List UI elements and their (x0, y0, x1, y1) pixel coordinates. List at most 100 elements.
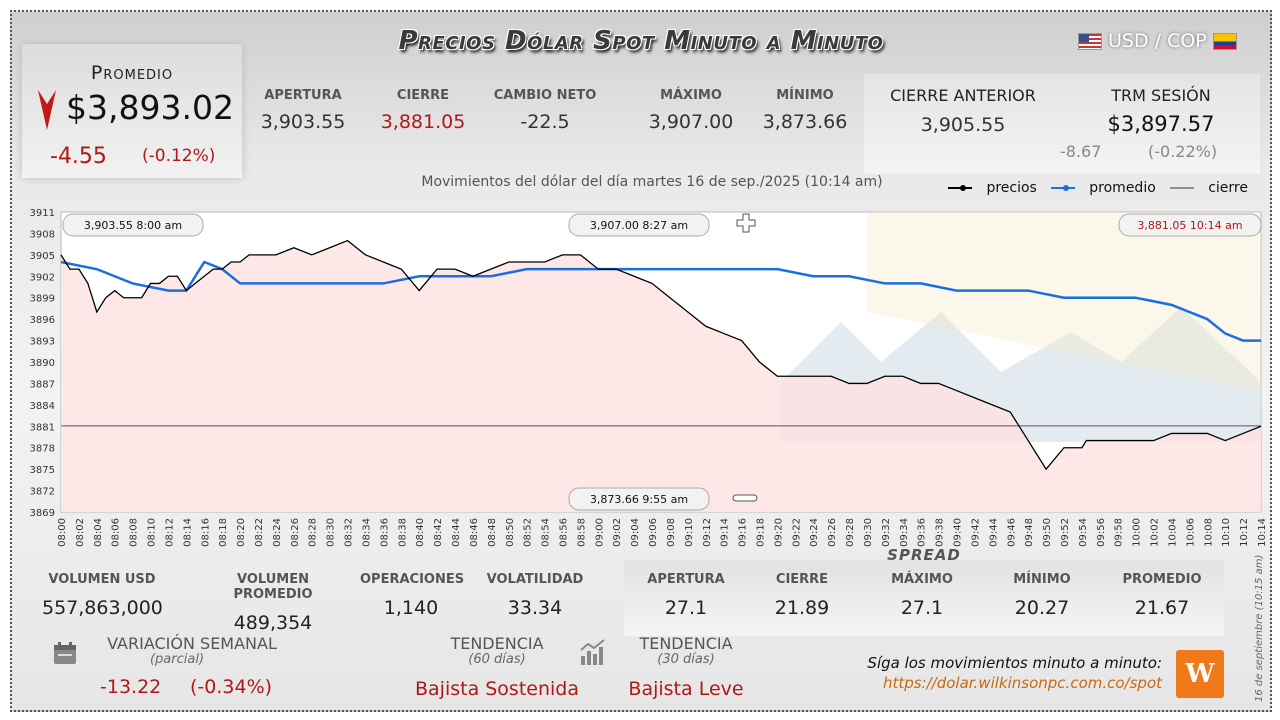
stat-label: CIERRE (396, 88, 450, 103)
x-tick-label: 08:06 (111, 518, 122, 547)
annotation-label: 3,903.55 8:00 am (84, 219, 182, 232)
spread-label: MÁXIMO (891, 572, 953, 587)
x-tick-label: 09:14 (720, 518, 731, 547)
chart-title: Movimientos del dólar del día martes 16 … (421, 174, 883, 190)
x-tick-label: 08:34 (361, 518, 372, 547)
volume-label: VOLUMEN PROMEDIO (233, 572, 313, 602)
x-tick-label: 09:50 (1042, 518, 1053, 547)
stat-2: CAMBIO NETO -22.5 (482, 88, 608, 133)
x-tick-label: 08:26 (290, 518, 301, 547)
y-tick-label: 3872 (30, 487, 55, 498)
annotation-box (568, 213, 710, 237)
spread-title: SPREAD (887, 546, 961, 564)
weekly-pct: (-0.34%) (190, 676, 273, 698)
stat-label: APERTURA (264, 88, 342, 103)
legend-cierre: cierre (1208, 180, 1248, 196)
volume-stat-0: VOLUMEN USD 557,863,000 (42, 572, 163, 619)
x-tick-label: 08:50 (505, 518, 516, 547)
y-tick-label: 3890 (30, 358, 55, 369)
x-tick-label: 09:28 (845, 518, 856, 547)
x-tick-label: 08:32 (344, 518, 355, 547)
previous-close-label: CIERRE ANTERIOR (890, 86, 1036, 105)
x-tick-label: 09:48 (1024, 518, 1035, 547)
spread-box: SPREAD (624, 546, 1224, 636)
weekly-sub: (parcial) (149, 652, 205, 667)
y-tick-label: 3893 (30, 337, 55, 348)
x-tick-label: 08:18 (218, 518, 229, 547)
price-chart: 3911 3908 3905 3902 3899 3896 3893 3890 3887 3884… (30, 208, 1268, 547)
trend60-value: Bajista Sostenida (414, 678, 579, 700)
us-flag-icon (1078, 32, 1102, 50)
x-tick-label: 08:04 (93, 518, 104, 547)
spread-value: 20.27 (1014, 597, 1070, 619)
spread-item-2: MÁXIMO 27.1 (872, 572, 972, 619)
x-tick-label: 08:20 (236, 518, 247, 547)
x-tick-label: 09:52 (1060, 518, 1071, 547)
x-tick-label: 08:48 (487, 518, 498, 547)
page-title: Precios Dólar Spot Minuto a Minuto (398, 26, 884, 56)
weekly-value: -13.22 (100, 676, 162, 698)
volume-value: 489,354 (233, 612, 313, 634)
wilkinson-logo[interactable]: W (1176, 650, 1224, 698)
x-tick-label: 08:42 (433, 518, 444, 547)
spread-label: APERTURA (647, 572, 725, 587)
y-tick-label: 3887 (30, 379, 55, 390)
legend-cierre-swatch (1169, 187, 1195, 189)
x-tick-label: 09:02 (612, 518, 623, 547)
pair-label: USD / COP (1108, 30, 1207, 52)
legend-promedio: promedio (1089, 180, 1156, 196)
average-change-pct: (-0.12%) (142, 146, 216, 166)
spread-value: 21.67 (1134, 597, 1190, 619)
x-tick-label: 08:12 (164, 518, 175, 547)
x-tick-label: 08:16 (200, 518, 211, 547)
x-tick-label: 09:58 (1114, 518, 1125, 547)
x-tick-label: 08:36 (379, 518, 390, 547)
average-line (60, 260, 1261, 342)
x-tick-label: 10:08 (1203, 518, 1214, 547)
x-tick-label: 09:20 (773, 518, 784, 547)
x-tick-label: 09:10 (684, 518, 695, 547)
previous-close-value: 3,905.55 (920, 114, 1006, 136)
trend60-sub: (60 días) (468, 652, 526, 667)
trm-label: TRM SESIÓN (1111, 86, 1211, 105)
stat-value: 3,907.00 (648, 111, 734, 133)
stat-value: 3,873.66 (762, 111, 848, 133)
x-tick-label: 08:40 (415, 518, 426, 547)
x-tick-label: 08:28 (308, 518, 319, 547)
y-tick-label: 3878 (30, 444, 55, 455)
annotation-label: 3,907.00 8:27 am (590, 219, 688, 232)
x-tick-label: 09:56 (1096, 518, 1107, 547)
legend-precios: precios (986, 180, 1037, 196)
x-tick-label: 09:18 (756, 518, 767, 547)
volume-label: VOLATILIDAD (486, 572, 584, 587)
x-tick-label: 09:08 (666, 518, 677, 547)
x-tick-label: 09:26 (827, 518, 838, 547)
x-tick-label: 08:22 (254, 518, 265, 547)
stat-value: 3,881.05 (380, 111, 466, 133)
x-tick-label: 09:44 (988, 518, 999, 547)
previous-close-box: CIERRE ANTERIOR 3,905.55 TRM SESIÓN $3,8… (864, 74, 1260, 174)
bar-chart-icon (580, 639, 605, 665)
annotation-box (1118, 213, 1262, 237)
stat-value: -22.5 (520, 111, 570, 133)
stat-value: 3,903.55 (260, 111, 346, 133)
x-tick-label: 09:22 (791, 518, 802, 547)
x-tick-label: 09:06 (648, 518, 659, 547)
x-tick-label: 08:54 (541, 518, 552, 547)
x-tick-label: 08:46 (469, 518, 480, 547)
spread-value: 21.89 (774, 597, 830, 619)
currency-pair: USD / COP (1078, 30, 1237, 52)
chart-legend: precios promedio cierre (948, 180, 1248, 196)
x-tick-label: 09:32 (881, 518, 892, 547)
y-tick-label: 3902 (30, 272, 55, 283)
trend30-label: TENDENCIA (639, 634, 733, 653)
annotation-label: 3,873.66 9:55 am (590, 493, 688, 506)
follow-url[interactable]: https://dolar.wilkinsonpc.com.co/spot (882, 674, 1162, 692)
average-box: Promedio $3,893.02 -4.55 (-0.12%) (22, 44, 242, 178)
x-tick-label: 09:00 (594, 518, 605, 547)
x-tick-label: 08:14 (182, 518, 193, 547)
y-tick-label: 3875 (30, 465, 55, 476)
x-tick-label: 10:10 (1221, 518, 1232, 547)
stat-0: APERTURA 3,903.55 (244, 88, 362, 133)
x-tick-label: 09:40 (953, 518, 964, 547)
